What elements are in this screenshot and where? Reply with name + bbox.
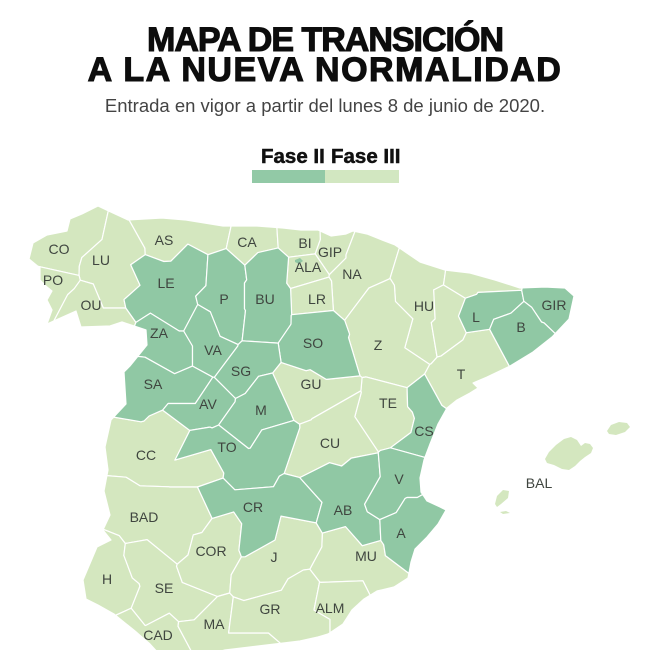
svg-text:NA: NA (342, 266, 362, 282)
svg-text:ALM: ALM (316, 600, 345, 616)
svg-text:TE: TE (379, 395, 397, 411)
svg-text:CO: CO (49, 241, 70, 257)
svg-text:L: L (472, 309, 480, 325)
svg-text:AS: AS (155, 232, 174, 248)
svg-text:AV: AV (199, 396, 217, 412)
svg-text:SE: SE (155, 580, 174, 596)
svg-text:M: M (255, 402, 267, 418)
svg-text:ALA: ALA (295, 259, 322, 275)
svg-text:Z: Z (374, 337, 383, 353)
svg-text:CS: CS (414, 423, 433, 439)
svg-text:BU: BU (255, 291, 274, 307)
svg-text:LR: LR (308, 291, 326, 307)
svg-text:VA: VA (204, 342, 222, 358)
svg-text:BI: BI (298, 235, 311, 251)
svg-text:BAD: BAD (130, 509, 159, 525)
svg-text:GU: GU (301, 376, 322, 392)
svg-text:MU: MU (355, 548, 377, 564)
svg-text:H: H (102, 571, 112, 587)
svg-text:OU: OU (81, 297, 102, 313)
svg-text:BAL: BAL (526, 475, 553, 491)
svg-text:MA: MA (204, 616, 226, 632)
svg-text:B: B (516, 319, 525, 335)
svg-text:CC: CC (136, 447, 156, 463)
svg-text:SA: SA (144, 376, 163, 392)
svg-text:CAD: CAD (143, 627, 173, 643)
svg-text:GIR: GIR (542, 297, 567, 313)
svg-text:P: P (219, 291, 228, 307)
svg-text:T: T (457, 366, 466, 382)
svg-text:TO: TO (217, 439, 236, 455)
svg-text:V: V (394, 471, 404, 487)
svg-text:ZA: ZA (150, 325, 169, 341)
svg-text:AB: AB (334, 502, 353, 518)
svg-text:PO: PO (43, 272, 63, 288)
svg-text:SO: SO (303, 335, 323, 351)
svg-text:COR: COR (195, 543, 226, 559)
svg-text:CU: CU (320, 435, 340, 451)
svg-text:GR: GR (260, 601, 281, 617)
svg-text:A: A (396, 525, 406, 541)
svg-text:GIP: GIP (318, 244, 342, 260)
svg-text:LE: LE (157, 275, 174, 291)
svg-text:J: J (271, 549, 278, 565)
svg-text:SG: SG (231, 363, 251, 379)
svg-text:CA: CA (237, 234, 257, 250)
svg-text:HU: HU (414, 298, 434, 314)
svg-text:LU: LU (92, 252, 110, 268)
svg-text:CR: CR (243, 499, 263, 515)
